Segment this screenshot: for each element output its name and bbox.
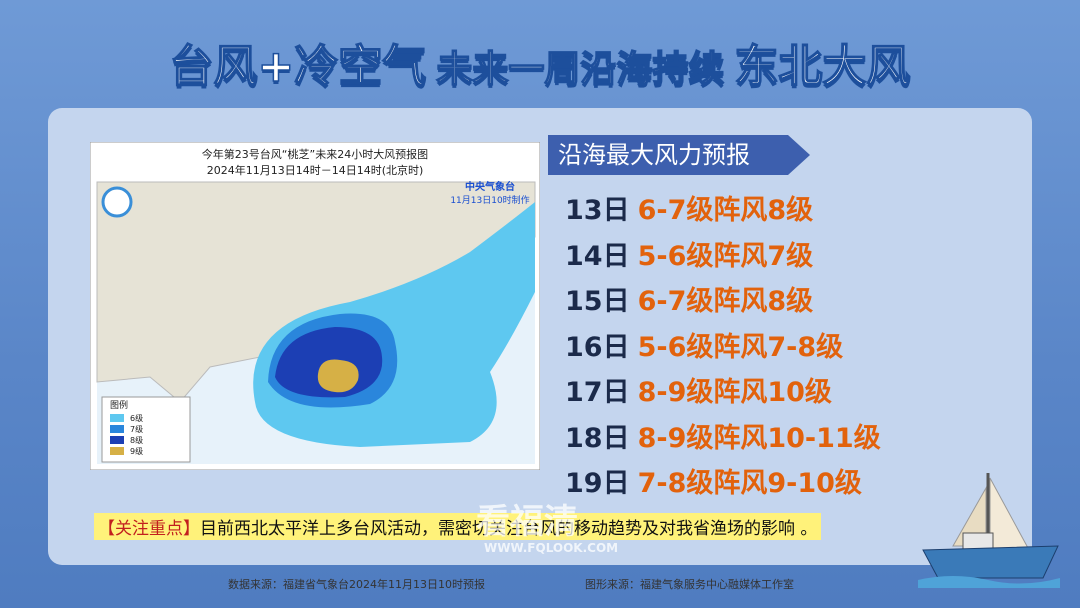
- notice: 【关注重点】目前西北太平洋上多台风活动，需密切关注台风的移动趋势及对我省渔场的影…: [94, 513, 822, 540]
- forecast-row: 13日 6-7级阵风8级: [565, 188, 813, 227]
- legend-label: 6级: [130, 413, 143, 423]
- wind: 8-9级阵风10-11级: [637, 422, 881, 454]
- title-part: 台风+冷空气: [169, 40, 427, 93]
- wind: 8-9级阵风10级: [637, 377, 832, 408]
- wind: 7-8级阵风9-10级: [637, 468, 862, 499]
- day: 19日: [565, 468, 630, 499]
- graphic-source: 图形来源：福建气象服务中心融媒体工作室: [585, 578, 794, 591]
- day: 16日: [565, 331, 630, 363]
- logo: [101, 186, 133, 218]
- legend-label: 8级: [130, 435, 143, 445]
- day: 15日: [565, 286, 630, 317]
- forecast-row: 14日 5-6级阵风7级: [565, 234, 813, 273]
- notice-tag: 【关注重点】: [98, 519, 200, 539]
- forecast-row: 16日 5-6级阵风7-8级: [565, 325, 843, 364]
- made-time: 11月13日10时制作: [450, 194, 529, 206]
- legend-swatch: [110, 447, 124, 455]
- day: 13日: [565, 195, 630, 226]
- heading-bg: 沿海最大风力预报: [548, 135, 810, 175]
- agency: 中央气象台: [465, 180, 515, 193]
- forecast-row: 17日 8-9级阵风10级: [565, 370, 832, 409]
- heading-arrow: [548, 135, 810, 175]
- wind: 6-7级阵风8级: [637, 195, 814, 226]
- forecast-row: 15日 6-7级阵风8级: [565, 279, 813, 318]
- day: 17日: [565, 377, 630, 408]
- legend-swatch: [110, 425, 124, 433]
- legend-title: 图例: [110, 399, 128, 411]
- wave: [918, 576, 1060, 588]
- title-part: 未来一周沿海持续: [436, 48, 726, 91]
- zone-9: [317, 359, 359, 393]
- forecast-row: 19日 7-8级阵风9-10级: [565, 461, 862, 500]
- forecast-row: 18日 8-9级阵风10-11级: [565, 416, 881, 455]
- sail: [989, 477, 1029, 549]
- data-source: 数据来源：福建省气象台2024年11月13日10时预报: [228, 578, 485, 591]
- heading: 沿海最大风力预报: [558, 141, 750, 169]
- legend-label: 7级: [130, 424, 143, 434]
- day: 18日: [565, 422, 630, 454]
- hull: [922, 545, 1059, 579]
- day: 14日: [565, 240, 630, 272]
- watermark-brand: 看福清: [476, 502, 578, 542]
- map-subtitle: 2024年11月13日14时－14日14时(北京时): [206, 164, 424, 177]
- title-part: 东北大风: [734, 40, 912, 93]
- legend-swatch: [110, 414, 124, 422]
- map-title: 今年第23号台风“桃芝”未来24小时大风预报图: [201, 148, 429, 161]
- title: 台风+冷空气 未来一周沿海持续 东北大风: [0, 30, 1080, 94]
- legend-swatch: [110, 436, 124, 444]
- wind: 5-6级阵风7-8级: [637, 331, 844, 363]
- legend-label: 9级: [130, 446, 143, 456]
- boat: [918, 473, 1060, 588]
- wind: 5-6级阵风7级: [637, 240, 814, 272]
- wind: 6-7级阵风8级: [637, 286, 814, 317]
- watermark-url: WWW.FQLOOK.COM: [484, 541, 619, 555]
- notice-text: 目前西北太平洋上多台风活动，需密切关注台风的移动趋势及对我省渔场的影响 。: [200, 519, 818, 539]
